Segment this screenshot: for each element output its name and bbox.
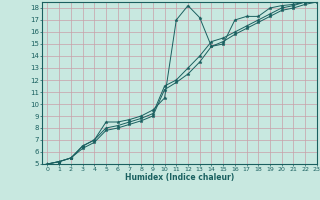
X-axis label: Humidex (Indice chaleur): Humidex (Indice chaleur) [124,173,234,182]
